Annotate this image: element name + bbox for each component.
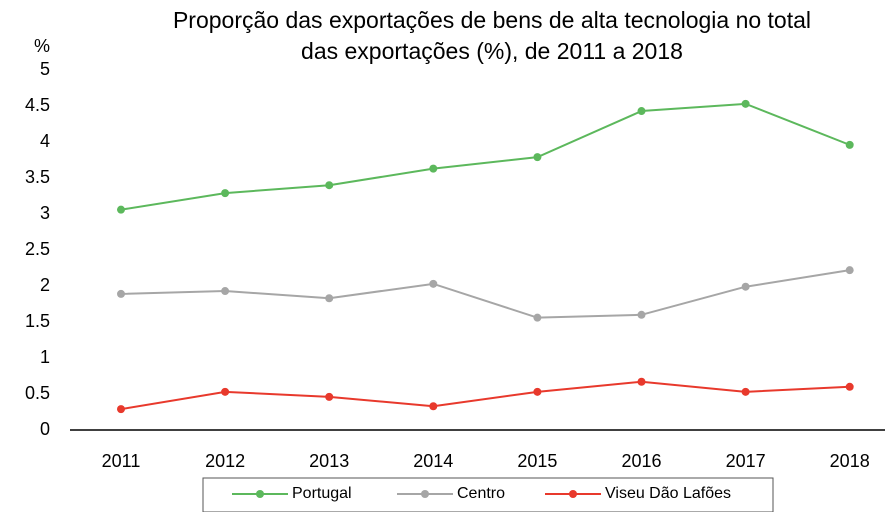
y-axis-label: % bbox=[34, 36, 50, 56]
chart-title: Proporção das exportações de bens de alt… bbox=[173, 7, 811, 33]
data-point bbox=[845, 266, 854, 275]
x-tick-label: 2015 bbox=[517, 451, 557, 471]
data-point bbox=[221, 287, 230, 296]
y-tick-label: 4 bbox=[40, 131, 50, 151]
data-point bbox=[117, 289, 125, 298]
data-point bbox=[325, 294, 334, 303]
data-point bbox=[637, 310, 646, 319]
data-point bbox=[221, 387, 230, 396]
data-point bbox=[741, 282, 750, 291]
y-tick-label: 3.5 bbox=[25, 167, 50, 187]
chart-title: das exportações (%), de 2011 a 2018 bbox=[301, 38, 683, 64]
legend-marker bbox=[256, 490, 264, 498]
data-point bbox=[845, 382, 854, 391]
y-tick-label: 1 bbox=[40, 347, 50, 367]
data-point bbox=[533, 153, 542, 162]
legend-label: Portugal bbox=[292, 485, 352, 502]
data-point bbox=[533, 387, 542, 396]
data-point bbox=[741, 99, 750, 108]
data-point bbox=[221, 189, 230, 198]
series-line bbox=[120, 102, 851, 211]
y-tick-label: 2 bbox=[40, 275, 50, 295]
data-point bbox=[845, 140, 854, 149]
y-tick-label: 3 bbox=[40, 203, 50, 223]
data-point bbox=[637, 377, 646, 386]
y-tick-label: 4.5 bbox=[25, 95, 50, 115]
data-point bbox=[637, 107, 646, 116]
legend-marker bbox=[569, 490, 577, 498]
data-point bbox=[429, 164, 438, 173]
data-point bbox=[325, 181, 334, 190]
data-point bbox=[117, 405, 125, 414]
x-tick-label: 2018 bbox=[830, 451, 870, 471]
data-point bbox=[117, 205, 125, 214]
legend-marker bbox=[421, 490, 429, 498]
x-tick-label: 2011 bbox=[102, 451, 141, 471]
x-tick-label: 2016 bbox=[621, 451, 661, 471]
y-tick-label: 0 bbox=[40, 419, 50, 439]
series-line bbox=[120, 380, 850, 411]
data-point bbox=[429, 279, 438, 288]
data-point bbox=[429, 402, 438, 411]
y-tick-label: 2.5 bbox=[25, 239, 50, 259]
data-point bbox=[533, 313, 542, 322]
legend-label: Centro bbox=[457, 485, 505, 502]
data-point bbox=[325, 392, 334, 401]
x-tick-label: 2014 bbox=[413, 451, 453, 471]
y-tick-label: 5 bbox=[40, 59, 50, 79]
x-tick-label: 2013 bbox=[309, 451, 349, 471]
legend-box bbox=[202, 477, 774, 512]
x-tick-label: 2017 bbox=[726, 451, 766, 471]
y-tick-label: 0.5 bbox=[25, 383, 50, 403]
data-point bbox=[741, 387, 750, 396]
y-tick-label: 1.5 bbox=[25, 311, 50, 331]
legend-label: Viseu Dão Lafões bbox=[605, 485, 731, 502]
series-line bbox=[120, 269, 850, 319]
x-tick-label: 2012 bbox=[205, 451, 245, 471]
legend: Portugal Centro Viseu Dão Lafões bbox=[232, 485, 731, 502]
